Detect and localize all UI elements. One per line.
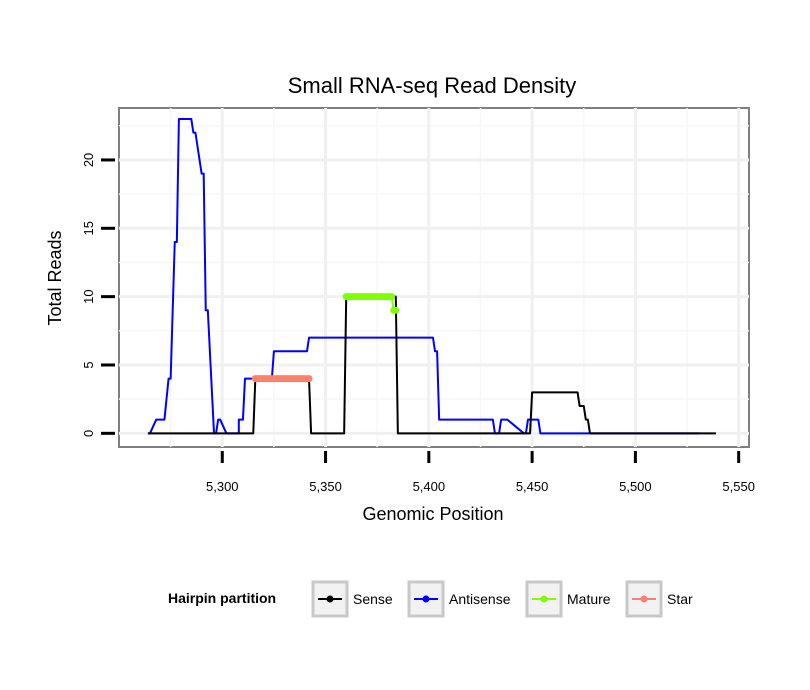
x-tick-label: 5,350 xyxy=(309,479,342,494)
chart-title: Small RNA-seq Read Density xyxy=(288,73,577,98)
legend-key-sense: Sense xyxy=(311,580,393,618)
data-point-star xyxy=(305,375,313,383)
data-point-mature xyxy=(392,306,400,314)
y-tick-label: 15 xyxy=(81,221,96,235)
legend-key-antisense: Antisense xyxy=(407,580,511,618)
legend-label-star: Star xyxy=(667,591,693,607)
legend-label-mature: Mature xyxy=(567,591,611,607)
legend-title: Hairpin partition xyxy=(168,590,276,606)
legend-key-star: Star xyxy=(625,580,693,618)
y-tick-label: 0 xyxy=(81,430,96,437)
legend-label-antisense: Antisense xyxy=(449,591,511,607)
y-axis-label: Total Reads xyxy=(45,230,65,325)
x-axis: 5,300 5,350 5,400 5,450 5,500 5,550 xyxy=(206,451,755,494)
data-point-mature xyxy=(388,293,396,301)
x-tick-label: 5,300 xyxy=(206,479,239,494)
legend-key-point xyxy=(640,595,648,603)
legend-label-sense: Sense xyxy=(353,591,393,607)
y-axis: 0 5 10 15 20 xyxy=(81,153,115,437)
legend-key-mature: Mature xyxy=(525,580,611,618)
legend-key-point xyxy=(540,595,548,603)
y-tick-label: 5 xyxy=(81,361,96,368)
x-tick-label: 5,550 xyxy=(722,479,755,494)
series-layer xyxy=(147,117,716,435)
y-tick-label: 20 xyxy=(81,153,96,167)
legend-key-point xyxy=(422,595,430,603)
y-tick-label: 10 xyxy=(81,289,96,303)
plot-panel xyxy=(118,107,750,448)
legend: Hairpin partition Sense Antisense Mature St… xyxy=(168,580,693,618)
x-tick-label: 5,450 xyxy=(516,479,549,494)
x-axis-label: Genomic Position xyxy=(362,504,503,524)
x-tick-label: 5,500 xyxy=(619,479,652,494)
legend-key-point xyxy=(326,595,334,603)
x-tick-label: 5,400 xyxy=(413,479,446,494)
